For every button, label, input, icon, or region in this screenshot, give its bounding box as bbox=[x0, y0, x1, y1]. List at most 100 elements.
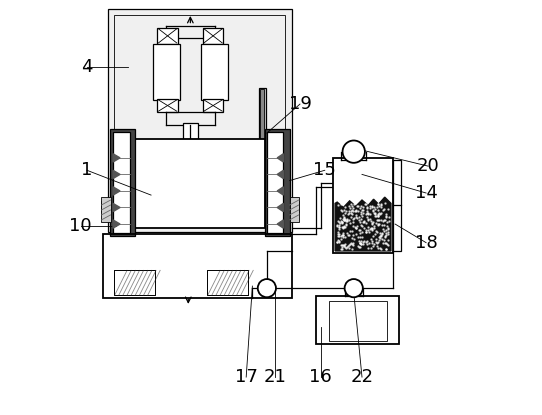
Point bbox=[371, 210, 379, 217]
Point bbox=[375, 233, 384, 240]
Point bbox=[368, 208, 377, 214]
Point bbox=[372, 220, 380, 227]
Polygon shape bbox=[277, 220, 283, 228]
Point bbox=[383, 241, 392, 247]
Point bbox=[363, 205, 372, 212]
Bar bbox=[289, 197, 299, 222]
Point bbox=[357, 211, 365, 217]
Point bbox=[380, 232, 389, 239]
Point bbox=[375, 217, 384, 224]
Point bbox=[374, 217, 383, 223]
Point bbox=[354, 214, 363, 220]
Point bbox=[353, 223, 362, 229]
Point bbox=[352, 207, 360, 213]
Point bbox=[367, 221, 376, 227]
Bar bbox=[108, 9, 292, 232]
Polygon shape bbox=[113, 170, 120, 178]
Point bbox=[356, 229, 364, 236]
Point bbox=[335, 215, 344, 221]
Point bbox=[346, 241, 354, 247]
Point bbox=[376, 233, 385, 239]
Point bbox=[352, 211, 360, 218]
Point bbox=[359, 207, 367, 214]
Point bbox=[333, 202, 342, 209]
Point bbox=[375, 210, 384, 216]
Point bbox=[347, 211, 356, 217]
Point bbox=[364, 211, 372, 217]
Point bbox=[384, 214, 393, 220]
Bar bbox=[157, 99, 178, 112]
Point bbox=[350, 201, 358, 208]
Bar bbox=[114, 270, 155, 295]
Point bbox=[337, 246, 345, 253]
Point bbox=[347, 201, 356, 208]
Bar bbox=[101, 201, 111, 212]
Point bbox=[372, 240, 381, 247]
Point bbox=[339, 223, 347, 230]
Point bbox=[338, 219, 347, 225]
Circle shape bbox=[345, 279, 363, 297]
Point bbox=[360, 237, 369, 244]
Point bbox=[373, 217, 382, 224]
Polygon shape bbox=[277, 203, 283, 212]
Polygon shape bbox=[113, 187, 120, 195]
Point bbox=[358, 229, 367, 236]
Point bbox=[380, 236, 389, 243]
Point bbox=[368, 203, 377, 210]
Point bbox=[342, 218, 351, 225]
Bar bbox=[259, 88, 266, 183]
Point bbox=[341, 222, 350, 228]
Point bbox=[356, 240, 364, 247]
Point bbox=[373, 212, 382, 219]
Point bbox=[367, 227, 376, 234]
Bar bbox=[114, 15, 286, 226]
Point bbox=[376, 244, 385, 251]
Point bbox=[366, 225, 375, 232]
Point bbox=[340, 207, 349, 214]
Bar bbox=[393, 160, 401, 251]
Point bbox=[335, 231, 344, 237]
Point bbox=[347, 234, 356, 241]
Point bbox=[349, 239, 358, 246]
Point bbox=[345, 216, 353, 223]
Point bbox=[373, 242, 382, 249]
Point bbox=[335, 219, 344, 226]
Point bbox=[347, 239, 356, 246]
Point bbox=[366, 216, 375, 222]
Point bbox=[335, 226, 344, 232]
Point bbox=[372, 236, 380, 242]
Point bbox=[340, 223, 349, 229]
Bar bbox=[329, 301, 387, 341]
Point bbox=[373, 222, 382, 229]
Point bbox=[338, 229, 347, 236]
Text: 15: 15 bbox=[313, 161, 336, 179]
Point bbox=[384, 225, 393, 232]
Point bbox=[373, 229, 382, 235]
Point bbox=[379, 222, 388, 228]
Point bbox=[345, 244, 353, 251]
Bar bbox=[101, 197, 111, 222]
Point bbox=[334, 218, 343, 225]
Point bbox=[348, 246, 357, 252]
Point bbox=[352, 215, 361, 221]
Point bbox=[359, 225, 368, 231]
Point bbox=[383, 226, 392, 232]
Point bbox=[382, 232, 390, 239]
Point bbox=[368, 238, 377, 244]
Bar bbox=[203, 99, 223, 112]
Point bbox=[373, 210, 382, 217]
Point bbox=[334, 232, 343, 239]
Point bbox=[334, 223, 343, 230]
Bar bbox=[265, 129, 289, 237]
Point bbox=[339, 215, 348, 221]
Text: 21: 21 bbox=[264, 368, 287, 386]
Point bbox=[370, 231, 379, 237]
Point bbox=[364, 217, 372, 223]
Bar bbox=[203, 27, 223, 44]
Point bbox=[348, 215, 357, 222]
Point bbox=[372, 204, 381, 210]
Point bbox=[373, 207, 382, 214]
Point bbox=[384, 237, 392, 244]
Point bbox=[376, 216, 385, 223]
Text: 14: 14 bbox=[415, 184, 437, 202]
